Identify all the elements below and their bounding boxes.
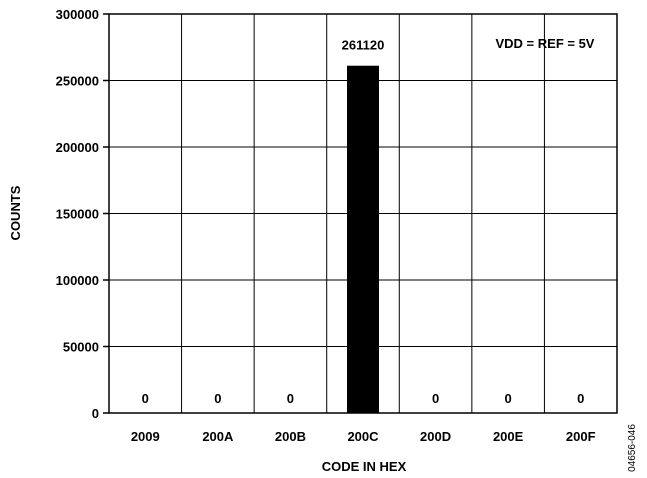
- y-tick-label: 150000: [56, 207, 99, 222]
- y-tick-label: 0: [92, 406, 99, 421]
- x-tick-labels: 2009 200A 200B 200C 200D 200E 200F: [131, 429, 596, 444]
- data-label: 0: [142, 391, 149, 406]
- data-label: 0: [577, 391, 584, 406]
- data-label: 0: [505, 391, 512, 406]
- x-tick-label: 200B: [275, 429, 306, 444]
- y-tick-label: 300000: [56, 7, 99, 22]
- annotation-label: VDD = REF = 5V: [496, 36, 595, 51]
- y-axis-title: COUNTS: [8, 185, 23, 240]
- plot-frame: [108, 13, 618, 414]
- y-tick-label: 50000: [63, 340, 99, 355]
- x-tick-label: 200D: [420, 429, 451, 444]
- x-tick-label: 2009: [131, 429, 160, 444]
- data-labels: 0 0 0 261120 0 0 0: [142, 38, 585, 406]
- data-label: 0: [432, 391, 439, 406]
- x-tick-label: 200F: [566, 429, 596, 444]
- y-tick-label: 200000: [56, 140, 99, 155]
- x-tick-label: 200A: [202, 429, 234, 444]
- figure-id: 04656-046: [627, 424, 638, 472]
- x-axis-title: CODE IN HEX: [322, 459, 407, 474]
- data-label: 0: [214, 391, 221, 406]
- bars: [347, 65, 379, 414]
- bar: [347, 65, 379, 414]
- y-tick-label: 250000: [56, 74, 99, 89]
- x-tick-label: 200C: [347, 429, 379, 444]
- data-label: 0: [287, 391, 294, 406]
- y-tick-labels: 0 50000 100000 150000 200000 250000 300000: [56, 7, 99, 421]
- y-tick-label: 100000: [56, 273, 99, 288]
- x-tick-label: 200E: [493, 429, 524, 444]
- data-label: 261120: [342, 38, 385, 53]
